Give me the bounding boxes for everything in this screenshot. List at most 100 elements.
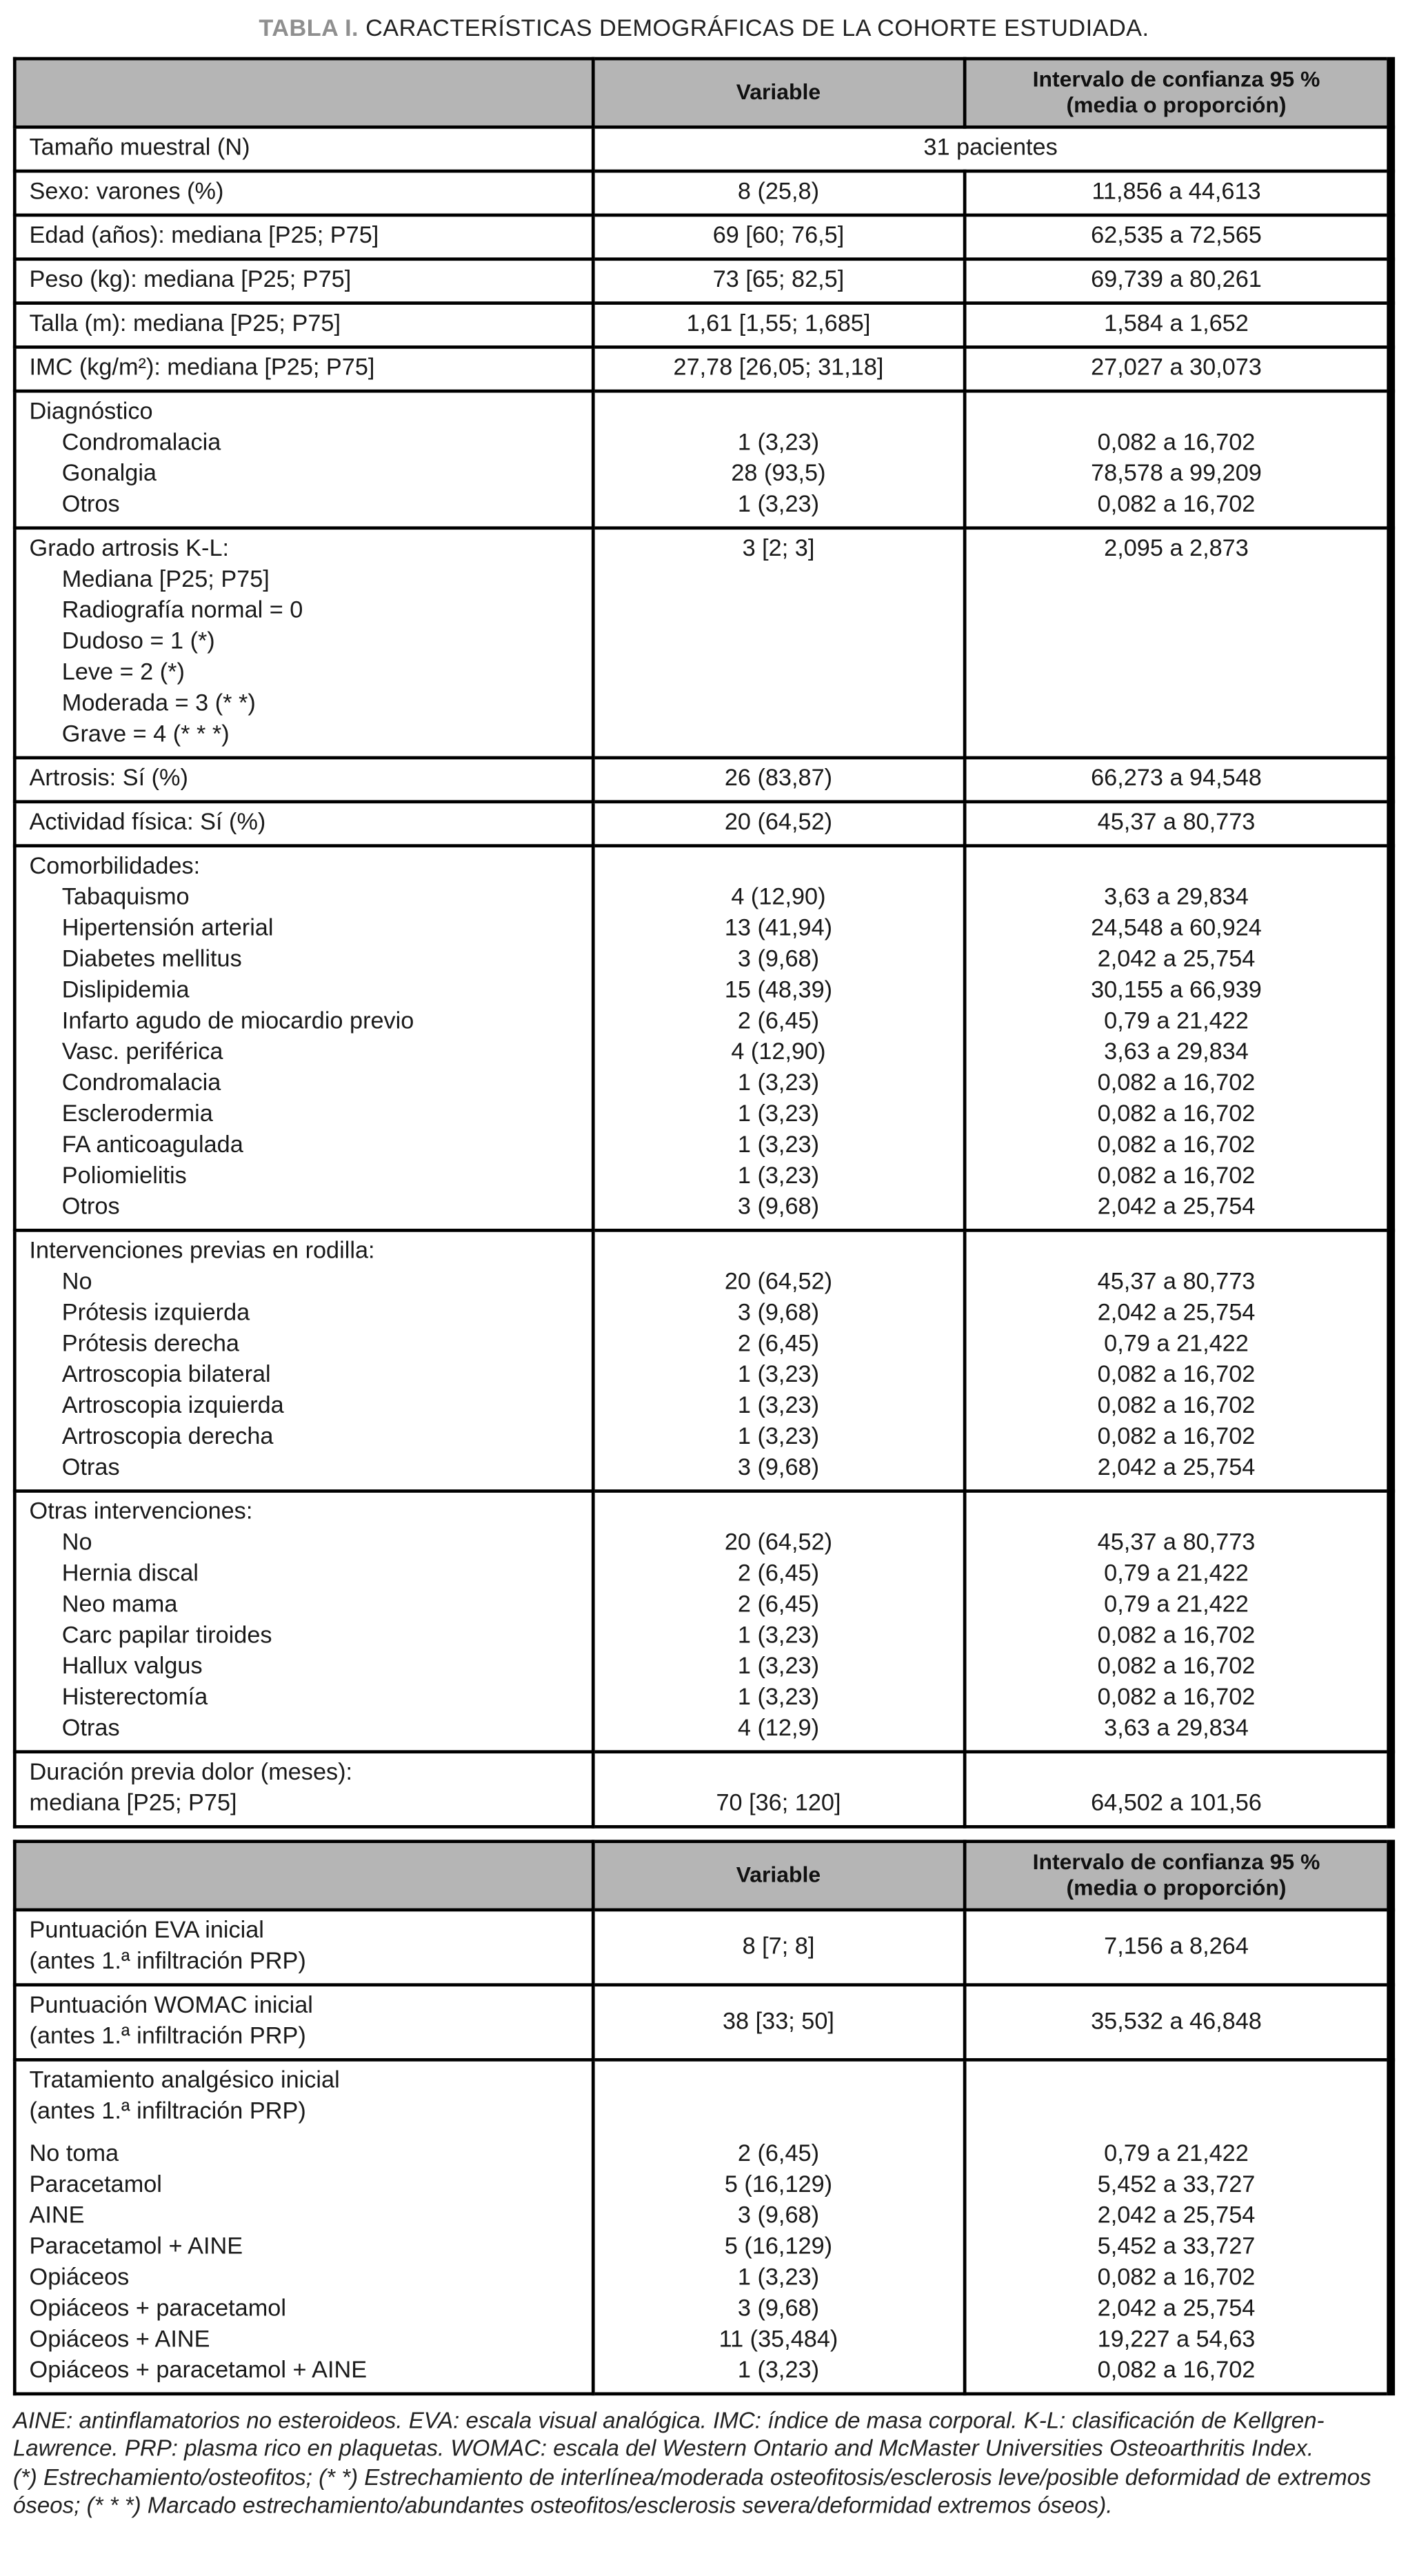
cell-line: 5 (16,129) xyxy=(724,2172,833,2199)
cell-line: Prótesis izquierda xyxy=(61,1300,250,1327)
cell-line: Mediana [P25; P75] xyxy=(61,567,270,594)
cell-line xyxy=(979,2066,1374,2097)
header-row: Variable Intervalo de confianza 95 % (me… xyxy=(12,1840,1393,1912)
cell-line: 2,042 a 25,754 xyxy=(1097,2296,1256,2322)
cell-line: 7,156 a 8,264 xyxy=(1104,1933,1249,1960)
cell-line: No toma xyxy=(29,2141,119,2168)
variable-cell: 69 [60; 76,5] xyxy=(591,213,966,261)
variable-cell: 1,61 [1,55; 1,685] xyxy=(591,301,966,349)
table-row: Duración previa dolor (meses): mediana [P… xyxy=(12,1750,1393,1829)
cell-line: FA anticoagulada xyxy=(61,1132,243,1159)
cell-line: (antes 1.ª infiltración PRP) xyxy=(29,1949,306,1975)
table-row: Puntuación WOMAC inicial (antes 1.ª infil… xyxy=(12,1983,1393,2062)
cell-line: 1,584 a 1,652 xyxy=(1104,311,1249,338)
cell-line: 0,79 a 21,422 xyxy=(1104,1561,1249,1587)
variable-cell: 73 [65; 82,5] xyxy=(591,257,966,305)
cell-line: 73 [65; 82,5] xyxy=(712,267,845,294)
cell-line: 3,63 a 29,834 xyxy=(1104,1715,1249,1742)
cell-line: Histerectomía xyxy=(61,1684,208,1711)
cell-line: 1 (3,23) xyxy=(737,1101,820,1128)
variable-cell: 8 [7; 8] xyxy=(591,1908,966,1986)
table-row: Diagnóstico Condromalacia Gonalgia Otros 1 … xyxy=(12,389,1393,530)
cell-line: Vasc. periférica xyxy=(61,1039,223,1066)
cell-line xyxy=(979,1498,1374,1529)
cell-line: 27,027 a 30,073 xyxy=(1091,355,1262,382)
ci-cell: 45,37 a 80,773 2,042 a 25,754 0,79 a 21,42… xyxy=(963,1229,1393,1493)
cell-line: 0,082 a 16,702 xyxy=(1097,1653,1256,1680)
cell-line: Prótesis derecha xyxy=(61,1331,239,1358)
cell-line: 26 (83,87) xyxy=(724,765,833,792)
cell-line: 2,095 a 2,873 xyxy=(1104,536,1249,563)
cell-line: Artrosis: Sí (%) xyxy=(29,765,188,792)
cell-line: 64,502 a 101,56 xyxy=(1091,1791,1262,1818)
ci-cell: 45,37 a 80,773 0,79 a 21,422 0,79 a 21,422… xyxy=(963,1489,1393,1754)
cell-line: 3 (9,68) xyxy=(737,1455,820,1482)
cell-line: Opiáceos + AINE xyxy=(29,2326,210,2353)
table-row: Tratamiento analgésico inicial (antes 1.ª… xyxy=(12,2057,1393,2396)
variable-cell: 1 (3,23) 28 (93,5) 1 (3,23) xyxy=(591,389,966,530)
header-ci-cell: Intervalo de confianza 95 % (media o pro… xyxy=(963,1840,1393,1912)
table-row: Sexo: varones (%) 8 (25,8) 11,856 a 44,613 xyxy=(12,169,1393,217)
cell-line: 0,082 a 16,702 xyxy=(1097,492,1256,519)
cell-line: 11,856 a 44,613 xyxy=(1092,179,1261,205)
cell-line xyxy=(979,1237,1374,1268)
row-label-cell: Sexo: varones (%) xyxy=(12,169,594,217)
row-label-cell: Artrosis: Sí (%) xyxy=(12,756,594,804)
demographics-table-part1: Variable Intervalo de confianza 95 % (me… xyxy=(12,57,1396,1829)
cell-line: Paracetamol xyxy=(29,2172,162,2199)
cell-line xyxy=(607,1498,949,1529)
cell-line: IMC (kg/m²): mediana [P25; P75] xyxy=(29,355,375,382)
variable-cell: 38 [33; 50] xyxy=(591,1983,966,2062)
variable-cell: 20 (64,52) 2 (6,45) 2 (6,45) 1 (3,23) 1 (3,2… xyxy=(591,1489,966,1754)
ci-cell: 45,37 a 80,773 xyxy=(963,800,1393,847)
cell-line: 0,082 a 16,702 xyxy=(1097,1163,1256,1190)
table-row: Artrosis: Sí (%) 26 (83,87) 66,273 a 94,54… xyxy=(12,756,1393,804)
cell-line: Neo mama xyxy=(61,1592,178,1618)
cell-line: Leve = 2 (*) xyxy=(61,660,185,686)
footnote-abbreviations: AINE: antinflamatorios no esteroideos. E… xyxy=(12,2406,1325,2460)
cell-line: 0,082 a 16,702 xyxy=(1097,1622,1256,1649)
variable-cell: 27,78 [26,05; 31,18] xyxy=(591,345,966,393)
cell-line: 1 (3,23) xyxy=(737,492,820,519)
cell-line: Opiáceos + paracetamol + AINE xyxy=(29,2357,368,2384)
cell-line: Otras xyxy=(61,1455,120,1482)
cell-line: Hallux valgus xyxy=(61,1653,203,1680)
cell-line: 2 (6,45) xyxy=(737,2141,820,2168)
header-empty-cell xyxy=(12,57,594,129)
header-empty-cell xyxy=(12,1840,594,1912)
variable-cell: 20 (64,52) xyxy=(591,800,966,847)
cell-line: 2,042 a 25,754 xyxy=(1097,1300,1256,1327)
ci-cell: 27,027 a 30,073 xyxy=(963,345,1393,393)
cell-line: 2,042 a 25,754 xyxy=(1097,1194,1256,1221)
cell-line: Hernia discal xyxy=(61,1561,199,1587)
cell-line: 62,535 a 72,565 xyxy=(1091,223,1262,250)
cell-line: Otros xyxy=(61,492,120,519)
cell-line: 0,082 a 16,702 xyxy=(1097,1101,1256,1128)
cell-line: 78,578 a 99,209 xyxy=(1091,461,1262,487)
cell-line: 4 (12,9) xyxy=(737,1715,820,1742)
cell-line: 70 [36; 120] xyxy=(716,1791,841,1818)
cell-line: Diabetes mellitus xyxy=(61,947,242,973)
cell-line: Otros xyxy=(61,1194,120,1221)
cell-line: 0,082 a 16,702 xyxy=(1097,1132,1256,1159)
cell-line: 3,63 a 29,834 xyxy=(1104,885,1249,912)
table-row: Puntuación EVA inicial (antes 1.ª infiltr… xyxy=(12,1908,1393,1986)
cell-line xyxy=(979,2097,1374,2129)
cell-line: 3 (9,68) xyxy=(737,2296,820,2322)
table-gap xyxy=(13,1829,1395,1840)
ci-cell: 1,584 a 1,652 xyxy=(963,301,1393,349)
cell-line: Edad (años): mediana [P25; P75] xyxy=(29,223,379,250)
table1-body: Tamaño muestral (N) 31 pacientes Sexo: var… xyxy=(12,125,1393,1829)
cell-line: 2 (6,45) xyxy=(737,1592,820,1618)
row-label-cell: Edad (años): mediana [P25; P75] xyxy=(12,213,594,261)
cell-line: 35,532 a 46,848 xyxy=(1091,2008,1262,2035)
cell-line: 45,37 a 80,773 xyxy=(1097,1269,1256,1296)
cell-line: Infarto agudo de miocardio previo xyxy=(61,1008,414,1035)
row-label-cell: Actividad física: Sí (%) xyxy=(12,800,594,847)
table-row: Intervenciones previas en rodilla: No Prót… xyxy=(12,1229,1393,1493)
cell-line: Condromalacia xyxy=(61,430,221,456)
cell-line: Hipertensión arterial xyxy=(61,916,274,943)
table-row: Comorbilidades: Tabaquismo Hipertensión ar… xyxy=(12,844,1393,1232)
cell-line: Opiáceos xyxy=(29,2265,130,2291)
row-label-cell: Peso (kg): mediana [P25; P75] xyxy=(12,257,594,305)
